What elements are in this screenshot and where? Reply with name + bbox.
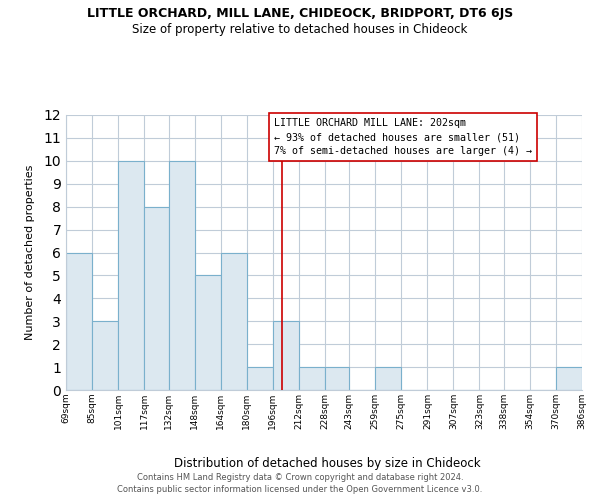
Text: Size of property relative to detached houses in Chideock: Size of property relative to detached ho… xyxy=(133,22,467,36)
Bar xyxy=(299,367,325,390)
Bar xyxy=(325,367,349,390)
Text: LITTLE ORCHARD MILL LANE: 202sqm
← 93% of detached houses are smaller (51)
7% of: LITTLE ORCHARD MILL LANE: 202sqm ← 93% o… xyxy=(274,118,532,156)
Bar xyxy=(247,367,273,390)
Bar xyxy=(221,252,247,390)
Text: LITTLE ORCHARD, MILL LANE, CHIDEOCK, BRIDPORT, DT6 6JS: LITTLE ORCHARD, MILL LANE, CHIDEOCK, BRI… xyxy=(87,8,513,20)
Text: Contains HM Land Registry data © Crown copyright and database right 2024.
Contai: Contains HM Land Registry data © Crown c… xyxy=(118,472,482,494)
Text: Distribution of detached houses by size in Chideock: Distribution of detached houses by size … xyxy=(173,458,481,470)
Bar xyxy=(66,252,92,390)
Bar xyxy=(273,322,299,390)
Bar xyxy=(556,367,582,390)
Bar xyxy=(92,322,118,390)
Bar xyxy=(118,161,144,390)
Bar xyxy=(169,161,194,390)
Y-axis label: Number of detached properties: Number of detached properties xyxy=(25,165,35,340)
Bar xyxy=(194,276,221,390)
Bar xyxy=(144,206,169,390)
Bar xyxy=(375,367,401,390)
